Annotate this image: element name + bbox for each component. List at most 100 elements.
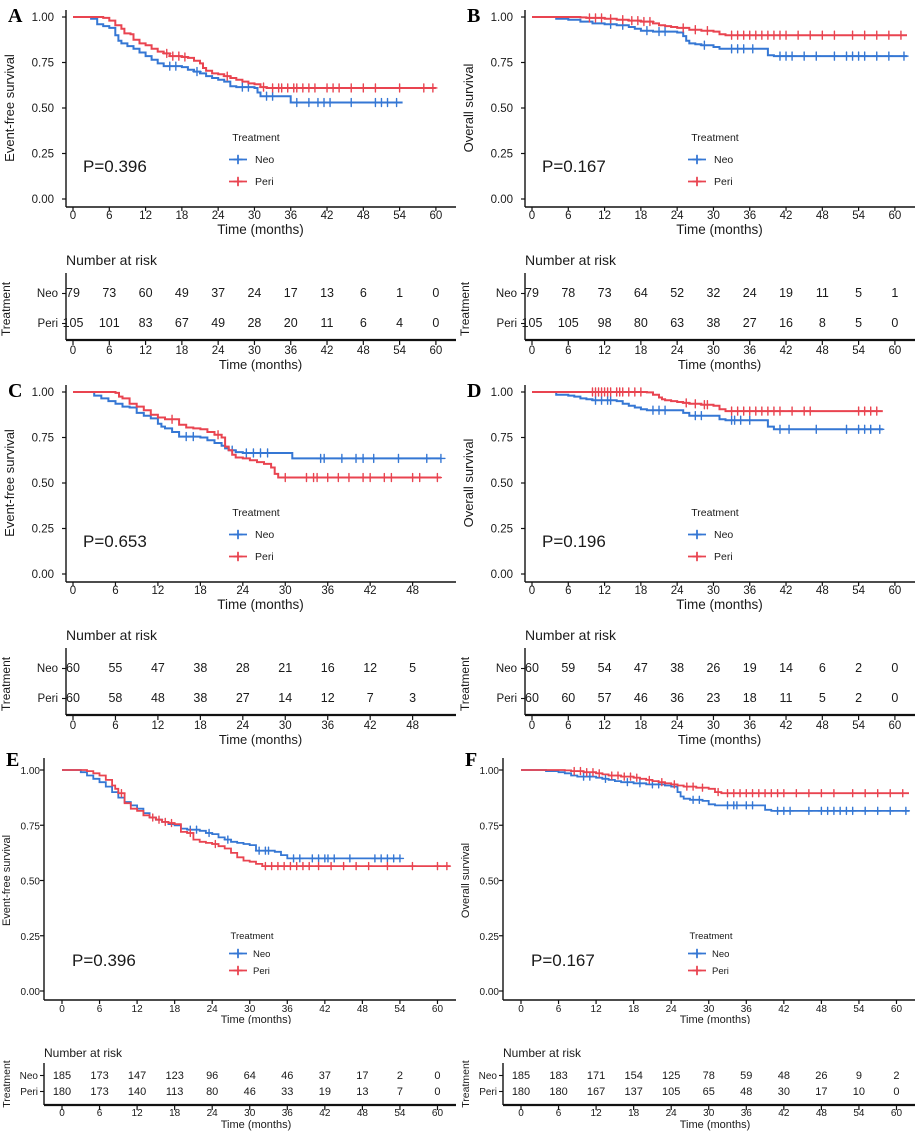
risk-value: 10 <box>853 1086 865 1098</box>
y-axis-title: Overall survival <box>461 438 476 527</box>
x-tick-label: 42 <box>321 210 334 222</box>
x-tick-label: 18 <box>169 1004 181 1015</box>
risk-value: 173 <box>90 1070 108 1082</box>
risk-value: 13 <box>320 286 334 300</box>
x-tick-label: 24 <box>671 585 684 597</box>
censor-mark-peri <box>633 15 643 26</box>
x-axis-title: Time (months) <box>680 1014 751 1024</box>
risk-value: 23 <box>706 691 720 705</box>
x-tick-label: 6 <box>565 585 571 597</box>
risk-x-tick-label: 18 <box>175 345 188 357</box>
censor-mark-peri <box>148 813 157 822</box>
risk-value: 55 <box>108 661 122 675</box>
censor-mark-neo <box>243 82 254 92</box>
risk-row-label: Peri <box>38 693 58 705</box>
risk-row-label: Peri <box>38 318 58 330</box>
censor-mark-neo <box>748 801 757 810</box>
risk-value: 60 <box>66 661 80 675</box>
risk-x-axis-title: Time (months) <box>678 357 761 372</box>
censor-mark-neo <box>292 97 302 108</box>
risk-x-tick-label: 42 <box>780 345 793 357</box>
censor-mark-neo <box>223 835 233 844</box>
censor-mark-peri <box>408 861 417 871</box>
censor-mark-peri <box>805 406 815 416</box>
risk-value: 0 <box>891 661 898 675</box>
risk-value: 0 <box>434 1086 440 1098</box>
risk-value: 6 <box>819 661 826 675</box>
y-tick-label: 0.75 <box>32 433 54 445</box>
y-tick-label: 0.50 <box>480 877 500 888</box>
panel-letter: B <box>467 5 480 27</box>
risk-x-tick-label: 48 <box>357 345 370 357</box>
y-axis-title: Overall survival <box>461 63 476 152</box>
censor-mark-peri <box>213 430 223 440</box>
y-tick-label: 0.50 <box>32 478 54 490</box>
risk-x-tick-label: 36 <box>284 345 297 357</box>
panel-F: F 0.00 0.25 0.50 0.75 1.00 0 6 12 18 24 30 36 42 48 54 6… <box>459 749 918 1132</box>
risk-row-label: Peri <box>20 1087 38 1098</box>
risk-value: 0 <box>893 1086 899 1098</box>
x-tick-label: 54 <box>852 585 865 597</box>
x-tick-label: 30 <box>707 210 720 222</box>
x-tick-label: 54 <box>393 210 406 222</box>
risk-axis-title: Treatment <box>459 281 472 336</box>
censor-mark-peri <box>334 83 344 93</box>
legend-item-label: Neo <box>255 529 274 541</box>
risk-value: 19 <box>743 661 757 675</box>
censor-mark-peri <box>657 777 667 787</box>
censor-mark-peri <box>605 14 616 24</box>
risk-value: 73 <box>598 286 612 300</box>
risk-row-label: Neo <box>20 1071 39 1082</box>
risk-x-tick-label: 60 <box>891 1108 903 1119</box>
risk-x-tick-label: 30 <box>279 720 292 732</box>
censor-mark-peri <box>186 828 195 838</box>
y-tick-label: 0.00 <box>32 569 54 581</box>
survival-curve-peri <box>73 16 436 89</box>
risk-value: 38 <box>706 316 720 330</box>
x-tick-label: 18 <box>634 210 647 222</box>
censor-mark-neo <box>829 51 840 61</box>
survival-curve-peri <box>73 391 441 479</box>
censor-mark-neo <box>395 854 405 863</box>
risk-x-tick-label: 60 <box>430 345 443 357</box>
x-tick-label: 60 <box>432 1004 444 1015</box>
censor-mark-neo <box>695 795 704 805</box>
risk-row-label: Peri <box>479 1087 497 1098</box>
risk-x-tick-label: 42 <box>319 1108 331 1119</box>
censor-mark-neo <box>393 453 404 464</box>
risk-value: 46 <box>244 1086 256 1098</box>
risk-table-title: Number at risk <box>525 252 617 268</box>
censor-mark-peri <box>333 472 344 483</box>
censor-mark-neo <box>635 779 645 788</box>
risk-value: 80 <box>206 1086 218 1098</box>
risk-value: 2 <box>855 691 862 705</box>
risk-x-tick-label: 24 <box>671 345 684 357</box>
censor-mark-peri <box>860 789 870 798</box>
censor-mark-peri <box>414 472 425 483</box>
risk-x-tick-label: 54 <box>394 1108 406 1119</box>
legend-title: Treatment <box>690 931 733 942</box>
risk-x-tick-label: 36 <box>743 345 756 357</box>
risk-x-tick-label: 48 <box>816 1108 828 1119</box>
censor-mark-neo <box>601 774 610 784</box>
x-tick-label: 48 <box>816 1004 828 1015</box>
risk-value: 59 <box>561 661 575 675</box>
risk-x-tick-label: 24 <box>212 345 225 357</box>
risk-table-title: Number at risk <box>44 1046 123 1060</box>
censor-mark-peri <box>872 406 882 416</box>
x-tick-label: 18 <box>175 210 188 222</box>
y-tick-label: 0.00 <box>491 194 513 206</box>
risk-x-tick-label: 48 <box>816 345 829 357</box>
risk-value: 78 <box>703 1070 715 1082</box>
censor-mark-peri <box>428 83 438 93</box>
censor-mark-peri <box>884 30 894 40</box>
risk-value: 140 <box>128 1086 146 1098</box>
risk-value: 78 <box>561 286 575 300</box>
risk-value: 19 <box>319 1086 331 1098</box>
risk-x-axis-title: Time (months) <box>221 1119 292 1131</box>
censor-mark-peri <box>702 400 713 410</box>
y-tick-label: 0.75 <box>491 58 513 70</box>
censor-mark-neo <box>358 453 368 464</box>
risk-value: 36 <box>670 691 684 705</box>
legend-title: Treatment <box>232 507 280 519</box>
